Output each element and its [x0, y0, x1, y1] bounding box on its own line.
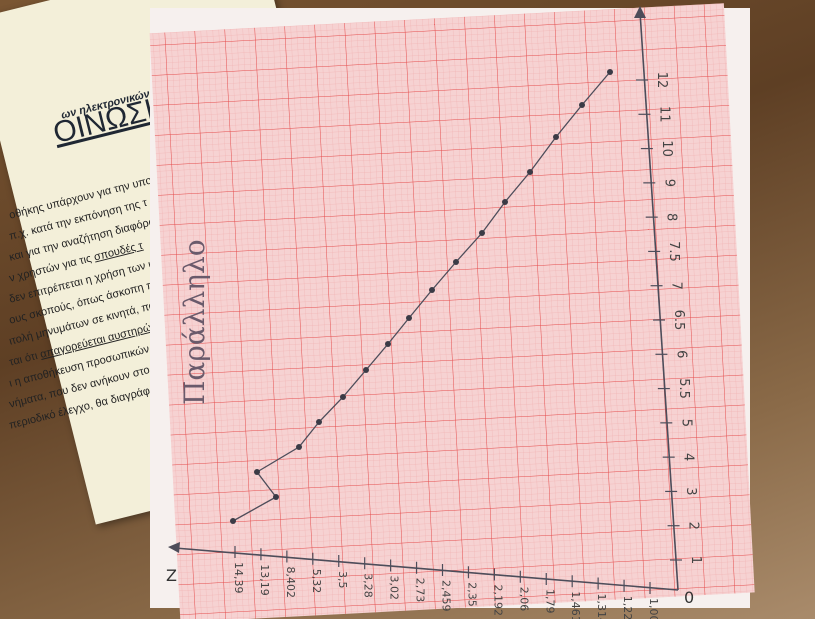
data-point: [527, 169, 533, 175]
x-tick-label: 2: [686, 522, 701, 530]
data-point: [254, 469, 260, 475]
data-point: [385, 341, 391, 347]
x-tick-label: 8: [664, 213, 679, 221]
x-tick-label: 3: [683, 487, 698, 495]
data-point: [453, 259, 459, 265]
y-tick-label: 5,32: [310, 569, 323, 594]
x-tick-label: 7.5: [666, 241, 681, 262]
y-tick-label: 3,5: [336, 571, 349, 589]
y-tick-label: 2,35: [465, 582, 478, 607]
axis-letter-z: Z: [166, 566, 177, 585]
x-tick-label: 5: [678, 419, 693, 427]
x-tick-label: 6: [673, 350, 688, 358]
x-tick-label: 9: [661, 179, 676, 187]
data-point: [340, 394, 346, 400]
data-point: [429, 287, 435, 293]
y-tick-label: 1,79: [543, 589, 556, 614]
data-point: [296, 444, 302, 450]
y-tick-label: 2,192: [491, 585, 504, 617]
data-point: [316, 419, 322, 425]
data-point: [406, 315, 412, 321]
x-tick-label: 12: [654, 72, 669, 89]
graph-grid: [149, 3, 755, 619]
y-tick-label: 2,06: [517, 587, 530, 612]
y-tick-label: 1,225: [621, 596, 634, 619]
y-tick-label: 2,459: [440, 580, 453, 612]
y-tick-label: 2,73: [414, 578, 427, 603]
handwritten-title: Παράλληλο: [178, 239, 211, 405]
data-point: [607, 69, 613, 75]
y-tick-label: 1,007: [647, 598, 660, 619]
y-tick-label: 14,39: [232, 562, 245, 594]
y-tick-label: 1,314: [595, 594, 608, 619]
y-tick-label: 3,28: [362, 573, 375, 598]
data-point: [273, 494, 279, 500]
x-tick-label: 10: [659, 140, 674, 157]
data-point: [502, 199, 508, 205]
y-tick-label: 1,461: [569, 591, 582, 619]
x-tick-label: 7: [669, 282, 684, 290]
data-point: [230, 518, 236, 524]
x-tick-label: 1: [688, 556, 703, 564]
data-point: [363, 367, 369, 373]
vertical-axis-arrow: [634, 6, 646, 18]
data-point: [579, 102, 585, 108]
x-tick-label: 11: [656, 106, 671, 123]
horizontal-axis-arrow: [168, 542, 180, 553]
y-tick-label: 3,02: [388, 576, 401, 601]
x-tick-label: 4: [681, 453, 696, 461]
vertical-axis: [639, 11, 679, 591]
origin-label: 0: [684, 588, 695, 607]
x-tick-label: 5.5: [676, 378, 691, 399]
y-tick-label: 13,19: [258, 564, 271, 596]
x-tick-label: 6.5: [671, 310, 686, 331]
horizontal-axis: [174, 547, 679, 591]
y-tick-label: 8,402: [284, 567, 297, 599]
data-point: [479, 230, 485, 236]
data-point: [553, 134, 559, 140]
